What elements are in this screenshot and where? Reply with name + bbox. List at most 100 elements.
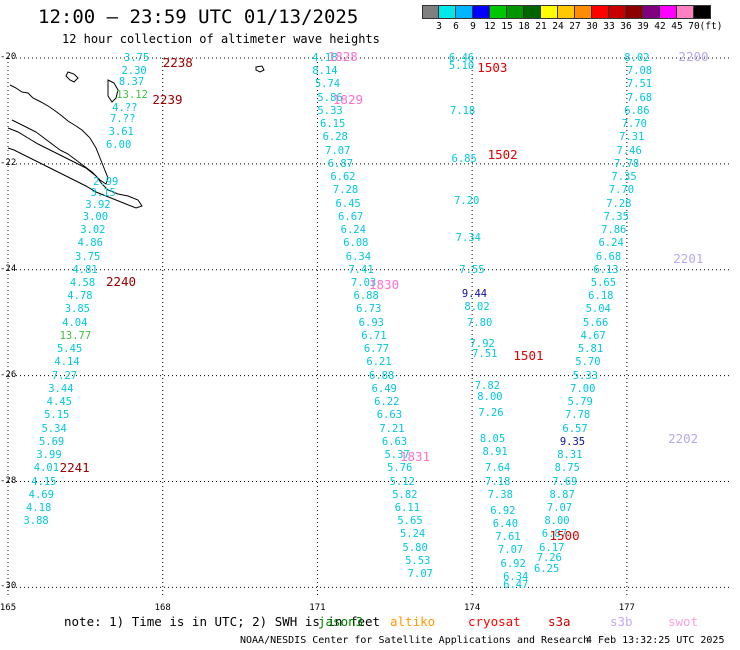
wave-height-value: 6.73 bbox=[356, 303, 382, 316]
wave-height-value: 6.63 bbox=[376, 409, 403, 422]
wave-height-value: 7.21 bbox=[379, 422, 405, 435]
wave-height-value: 6.86 bbox=[624, 104, 650, 117]
map-canvas bbox=[7, 57, 730, 598]
wave-height-value: 7.51 bbox=[472, 348, 498, 361]
credit-text: NOAA/NESDIS Center for Satellite Applica… bbox=[240, 635, 590, 646]
wave-height-value: 7.?? bbox=[110, 112, 136, 125]
colorbar-swatch bbox=[660, 5, 677, 19]
wave-height-value: 9.44 bbox=[461, 287, 488, 300]
colorbar-swatch bbox=[626, 5, 643, 19]
wave-height-value: 4.18 bbox=[312, 52, 338, 64]
colorbar-swatch bbox=[575, 5, 592, 19]
pass-time-label: 1500 bbox=[549, 528, 580, 544]
colorbar-swatch bbox=[541, 5, 558, 19]
colorbar-label: 6 bbox=[453, 21, 459, 32]
units-note: note: 1) Time is in UTC; 2) SWH is in fe… bbox=[64, 614, 381, 629]
latitude-tick-label: -26 bbox=[0, 369, 17, 380]
wave-height-value: 6.67 bbox=[338, 210, 364, 223]
colorbar-swatch bbox=[473, 5, 490, 19]
wave-height-value: 4.58 bbox=[69, 277, 96, 289]
colorbar-swatch bbox=[592, 5, 609, 19]
wave-height-value: 7.00 bbox=[570, 382, 596, 395]
wave-height-value: 3.61 bbox=[108, 126, 134, 139]
colorbar-swatch bbox=[507, 5, 524, 19]
wave-height-value: 7.34 bbox=[455, 232, 481, 244]
wave-height-value: 3.44 bbox=[48, 382, 74, 395]
wave-height-value: 5.15 bbox=[44, 409, 70, 422]
wave-height-value: 6.57 bbox=[562, 422, 588, 435]
wave-height-value: 7.07 bbox=[546, 502, 573, 514]
wave-height-value: 6.18 bbox=[588, 290, 614, 303]
pass-time-label: 2238 bbox=[162, 54, 193, 70]
wave-height-value: 7.70 bbox=[621, 118, 647, 131]
colorbar-label: 18 bbox=[518, 21, 530, 32]
wave-height-value: 6.24 bbox=[598, 237, 624, 250]
wave-height-value: 4.67 bbox=[580, 329, 606, 342]
pass-time-label: 2202 bbox=[668, 430, 699, 446]
pass-time-label: 1828 bbox=[327, 49, 358, 65]
wave-height-value: 5.79 bbox=[567, 396, 593, 409]
wave-height-value: 7.55 bbox=[459, 263, 485, 276]
satellite-legend-item: s3b bbox=[610, 614, 633, 629]
coastline-segment bbox=[255, 65, 265, 73]
colorbar-swatch bbox=[490, 5, 507, 19]
wave-height-value: 6.22 bbox=[374, 396, 400, 409]
wave-height-value: 4.01 bbox=[33, 462, 60, 475]
wave-height-value: 7.26 bbox=[536, 552, 562, 565]
wave-height-value: 5.76 bbox=[387, 462, 413, 475]
wave-height-value: 7.28 bbox=[606, 197, 632, 210]
wave-height-value: 6.34 bbox=[503, 570, 529, 583]
wave-height-value: 7.64 bbox=[485, 462, 511, 475]
wave-height-value: 5.74 bbox=[314, 78, 341, 91]
wave-height-value: 7.69 bbox=[552, 475, 578, 488]
latitude-tick-label: -24 bbox=[0, 263, 17, 274]
wave-height-value: 3.75 bbox=[75, 250, 101, 263]
wave-height-value: 6.11 bbox=[394, 502, 421, 514]
colorbar-label: 30 bbox=[586, 21, 598, 32]
satellite-legend-item: jason3 bbox=[318, 614, 364, 629]
map-title: 12:00 — 23:59 UTC 01/13/2025 bbox=[38, 6, 359, 28]
wave-height-value: 7.70 bbox=[608, 184, 635, 197]
wave-height-value: 9.35 bbox=[559, 435, 586, 448]
wave-height-value: 6.34 bbox=[345, 250, 372, 263]
wave-height-value: 5.80 bbox=[402, 541, 428, 554]
wave-height-value: 13.12 bbox=[116, 89, 148, 102]
pass-time-label: 1829 bbox=[332, 91, 363, 107]
wave-height-value: 5.53 bbox=[405, 554, 431, 567]
colorbar-swatch bbox=[422, 5, 439, 19]
wave-height-value: 6.13 bbox=[593, 263, 619, 276]
wave-height-value: 6.24 bbox=[340, 224, 366, 237]
wave-height-value: 7.86 bbox=[601, 224, 627, 237]
colorbar-swatch bbox=[524, 5, 541, 19]
coastline-segment bbox=[65, 71, 79, 83]
wave-height-value: 5.33 bbox=[317, 104, 343, 117]
colorbar-swatch bbox=[456, 5, 473, 19]
wave-height-value: 8.05 bbox=[479, 433, 506, 446]
wave-height-value: 7.31 bbox=[619, 131, 645, 144]
colorbar-label: 36 bbox=[620, 21, 632, 32]
wave-height-value: 7.35 bbox=[611, 171, 637, 184]
map-subtitle: 12 hour collection of altimeter wave hei… bbox=[62, 32, 380, 46]
wave-height-value: 7.26 bbox=[478, 406, 504, 419]
pass-time-label: 1831 bbox=[399, 449, 431, 465]
wave-height-value: 8.87 bbox=[549, 488, 575, 501]
wave-height-value: 6.87 bbox=[541, 528, 568, 541]
wave-height-value: 8.14 bbox=[312, 65, 338, 78]
wave-height-value: 5.45 bbox=[56, 343, 83, 356]
colorbar-label: 15 bbox=[501, 21, 513, 32]
coastline-new-caledonia bbox=[7, 65, 265, 209]
wave-height-value: 7.28 bbox=[332, 184, 359, 197]
colorbar-label: 42 bbox=[654, 21, 666, 32]
wave-height-value: 7.20 bbox=[454, 194, 480, 207]
wave-height-value: 6.85 bbox=[451, 152, 477, 165]
wave-height-value: 3.15 bbox=[90, 187, 116, 199]
coastline-segment bbox=[9, 84, 109, 185]
wave-height-value: 7.35 bbox=[603, 210, 629, 223]
wave-height-value: 6.87 bbox=[327, 157, 354, 170]
colorbar-label: 24 bbox=[552, 21, 564, 32]
colorbar-labels: 3 6 9 12 15 18 21 24 27 30 33 36 39 42 45 70 (ft) bbox=[422, 21, 740, 33]
wave-height-value: 5.33 bbox=[572, 369, 598, 382]
colorbar-label: 33 bbox=[603, 21, 615, 32]
satellite-legend-item: altiko bbox=[390, 614, 436, 629]
wave-height-value: 6.28 bbox=[322, 131, 348, 144]
